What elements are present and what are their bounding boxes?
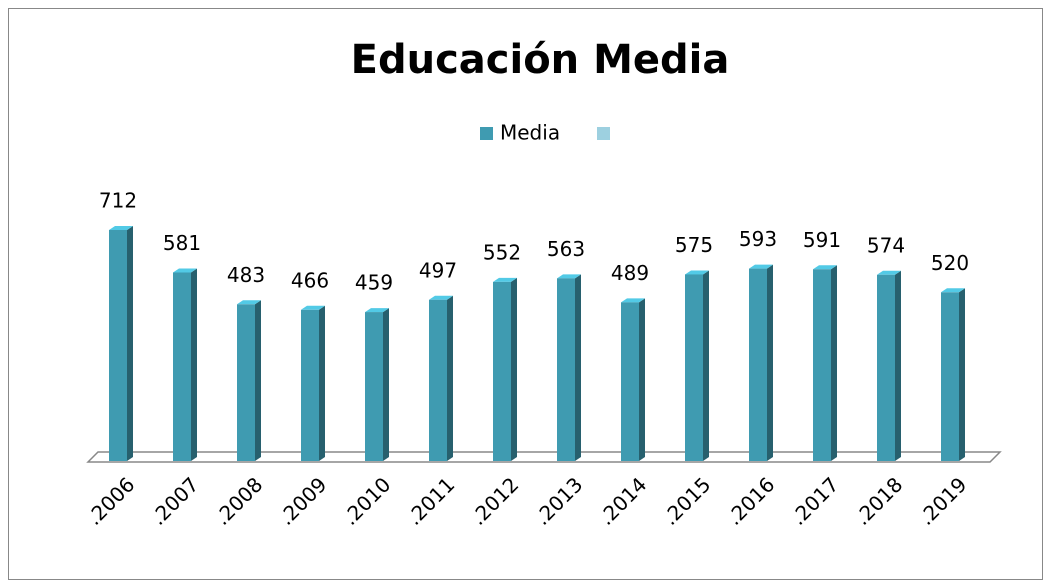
bar xyxy=(813,269,831,461)
data-label: 520 xyxy=(931,251,969,275)
bar-side xyxy=(831,265,837,461)
data-label: 563 xyxy=(547,237,585,261)
bar-side xyxy=(319,305,325,461)
bar xyxy=(877,274,895,461)
bar-side xyxy=(127,226,133,461)
bar xyxy=(493,281,511,461)
bar-side xyxy=(383,308,389,461)
floor xyxy=(86,451,1002,463)
data-label: 497 xyxy=(419,258,457,282)
bar xyxy=(109,230,127,461)
bar-top xyxy=(813,265,837,270)
bar-top xyxy=(493,277,517,282)
bar xyxy=(237,304,255,461)
bar-side xyxy=(511,277,517,461)
data-label: 552 xyxy=(483,240,521,264)
bar-side xyxy=(895,270,901,461)
legend-label: Media xyxy=(500,121,560,145)
bar-side xyxy=(639,298,645,461)
bar-side xyxy=(703,270,709,461)
bar xyxy=(365,312,383,461)
bar-side xyxy=(447,295,453,461)
chart-title: Educación Media xyxy=(351,37,730,83)
bar-side xyxy=(959,288,965,461)
data-label: 459 xyxy=(355,271,393,295)
data-label: 489 xyxy=(611,261,649,285)
data-label: 466 xyxy=(291,268,329,292)
bar-top xyxy=(365,308,389,313)
bar-side xyxy=(767,264,773,461)
data-label: 574 xyxy=(867,233,905,257)
bar xyxy=(749,268,767,461)
bar xyxy=(941,292,959,461)
bar-top xyxy=(877,270,901,275)
data-label: 581 xyxy=(163,231,201,255)
bar-top xyxy=(621,298,645,303)
bar-top xyxy=(557,274,581,279)
bar-top xyxy=(237,300,261,305)
bar xyxy=(621,302,639,461)
bar-top xyxy=(109,226,133,230)
bar-top xyxy=(685,270,709,275)
legend-swatch xyxy=(480,127,493,140)
bar xyxy=(301,309,319,461)
bar-top xyxy=(941,288,965,293)
bar-side xyxy=(191,268,197,461)
bar-top xyxy=(749,264,773,269)
bar xyxy=(557,278,575,461)
bar xyxy=(429,299,447,461)
data-label: 591 xyxy=(803,228,841,252)
data-label: 593 xyxy=(739,227,777,251)
bar-side xyxy=(255,300,261,461)
bar xyxy=(173,272,191,461)
data-label: 575 xyxy=(675,233,713,257)
data-label: 483 xyxy=(227,263,265,287)
bar-top xyxy=(173,268,197,273)
bar-side xyxy=(575,274,581,461)
legend-swatch xyxy=(597,127,610,140)
bar xyxy=(685,274,703,461)
bar-top xyxy=(429,295,453,300)
data-label: 712 xyxy=(99,189,137,213)
bar-top xyxy=(301,305,325,310)
